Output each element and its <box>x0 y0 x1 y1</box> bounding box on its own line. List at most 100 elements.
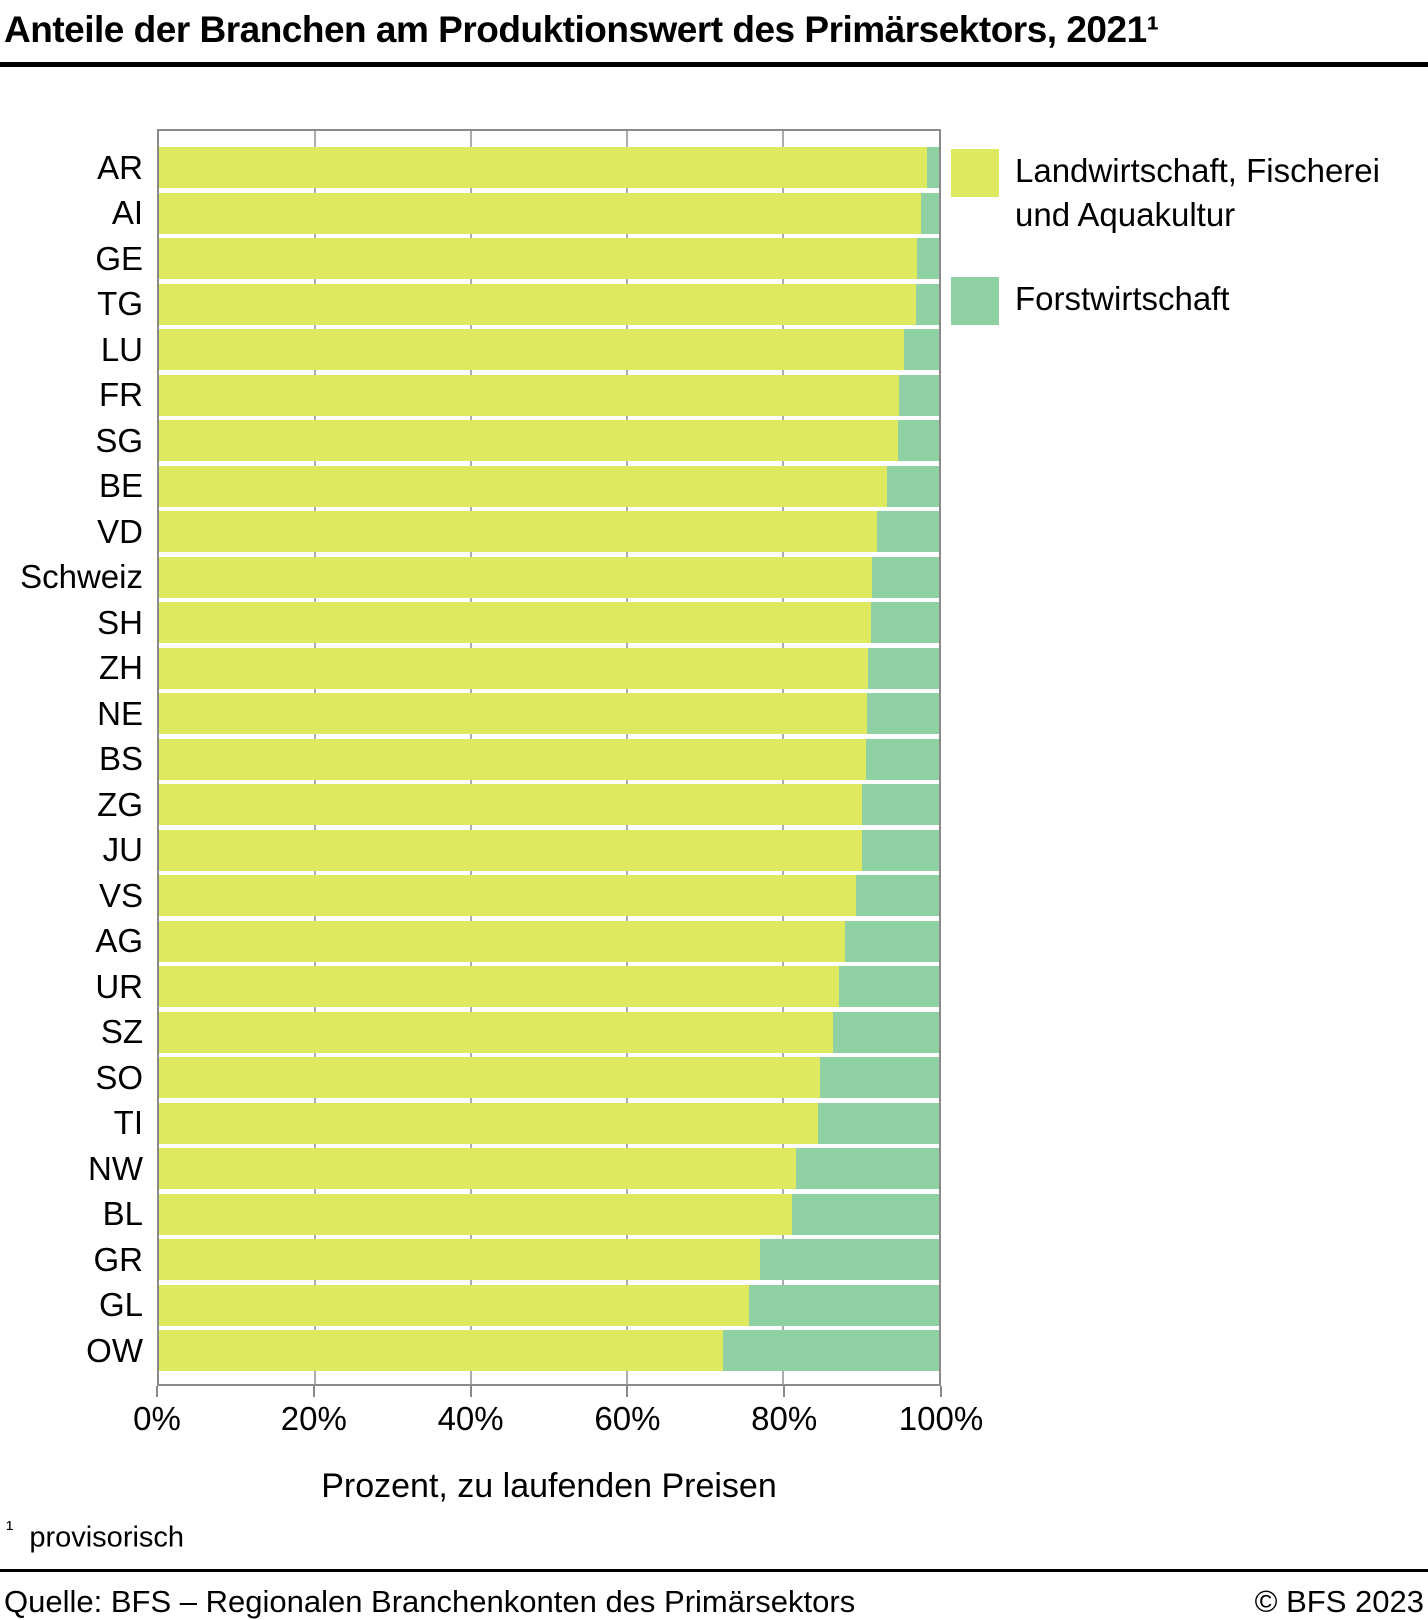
category-label: SO <box>95 1058 143 1096</box>
bar-row <box>159 1011 939 1053</box>
bar-segment-landwirtschaft <box>159 602 872 643</box>
x-tick-40 <box>469 1386 472 1397</box>
bar-segment-forstwirtschaft <box>868 647 939 689</box>
chart: AR AI GE TG LU FR SG BE VD Schweiz SH ZH NE BS ZG JU VS A… <box>0 129 1428 1386</box>
bar-segment-forstwirtschaft <box>749 1284 939 1326</box>
bars <box>159 131 939 1371</box>
bar-segment-forstwirtschaft <box>899 374 939 416</box>
legend-item-forstwirtschaft: Forstwirtschaft <box>951 277 1428 325</box>
x-tick-label-60: 60% <box>594 1400 661 1437</box>
bar-segment-forstwirtschaft <box>876 511 939 552</box>
bar-segment-forstwirtschaft <box>861 784 939 825</box>
bar-segment-landwirtschaft <box>159 693 868 734</box>
bar-row <box>159 1102 939 1144</box>
bar-segment-forstwirtschaft <box>791 1193 939 1235</box>
bar-row <box>159 238 939 279</box>
bar-segment-forstwirtschaft <box>865 738 939 780</box>
bar-segment-landwirtschaft <box>159 283 916 325</box>
bar-row <box>159 1057 939 1098</box>
bar-row <box>159 966 939 1007</box>
bar-segment-landwirtschaft <box>159 1330 723 1371</box>
bar-segment-landwirtschaft <box>159 1148 797 1189</box>
x-tick-label-0: 0% <box>133 1400 181 1437</box>
x-tick-20 <box>312 1386 315 1397</box>
bar-row <box>159 420 939 461</box>
bar-row <box>159 1239 939 1280</box>
bar-segment-landwirtschaft <box>159 1011 833 1053</box>
bar-row <box>159 1148 939 1189</box>
bar-row <box>159 829 939 871</box>
bar-segment-forstwirtschaft <box>871 556 939 598</box>
bar-segment-forstwirtschaft <box>722 1330 939 1371</box>
category-label: VD <box>97 512 143 550</box>
bar-segment-landwirtschaft <box>159 1239 760 1280</box>
bar-segment-landwirtschaft <box>159 920 845 962</box>
bar-segment-landwirtschaft <box>159 192 922 234</box>
bar-segment-forstwirtschaft <box>915 283 939 325</box>
category-label: GL <box>98 1286 143 1323</box>
bar-segment-forstwirtschaft <box>921 192 939 234</box>
category-label: NE <box>97 694 143 732</box>
bar-row <box>159 147 939 188</box>
legend-label-landwirtschaft: Landwirtschaft, Fischerei und Aquakultur <box>1015 152 1380 233</box>
bar-segment-landwirtschaft <box>159 465 887 507</box>
legend-swatch-landwirtschaft <box>951 149 999 197</box>
title-rule <box>0 62 1428 67</box>
bar-segment-forstwirtschaft <box>839 966 939 1007</box>
bar-segment-forstwirtschaft <box>871 602 939 643</box>
footer-rule <box>0 1568 1428 1572</box>
bar-row <box>159 1284 939 1326</box>
bar-segment-landwirtschaft <box>159 511 877 552</box>
category-label: LU <box>100 330 143 368</box>
bar-segment-landwirtschaft <box>159 966 840 1007</box>
source-text: Quelle: BFS – Regionalen Branchenkonten … <box>4 1583 856 1619</box>
category-label: VS <box>98 876 143 914</box>
bar-row <box>159 875 939 916</box>
bar-segment-forstwirtschaft <box>844 920 939 962</box>
category-label: SH <box>97 603 143 641</box>
copyright-text: © BFS 2023 <box>1254 1583 1424 1619</box>
category-label: JU <box>102 831 143 868</box>
bar-row <box>159 647 939 689</box>
category-label: SG <box>95 421 143 459</box>
bar-segment-landwirtschaft <box>159 374 900 416</box>
bar-row <box>159 329 939 370</box>
legend-label-forstwirtschaft: Forstwirtschaft <box>1015 280 1230 317</box>
category-label: NW <box>88 1149 143 1187</box>
bar-row <box>159 192 939 234</box>
bar-segment-forstwirtschaft <box>926 147 939 188</box>
footer: Quelle: BFS – Regionalen Branchenkonten … <box>0 1572 1428 1620</box>
bar-segment-forstwirtschaft <box>861 829 939 871</box>
bar-segment-forstwirtschaft <box>886 465 939 507</box>
bar-row <box>159 1193 939 1235</box>
bar-segment-landwirtschaft <box>159 1284 750 1326</box>
bar-segment-forstwirtschaft <box>917 238 939 279</box>
category-label: GR <box>93 1240 144 1278</box>
category-label: OW <box>86 1331 143 1369</box>
category-label: UR <box>95 967 143 1005</box>
bar-segment-landwirtschaft <box>159 829 862 871</box>
bar-row <box>159 1330 939 1371</box>
bar-segment-landwirtschaft <box>159 1057 820 1098</box>
x-tick-label-20: 20% <box>280 1400 347 1437</box>
bar-segment-forstwirtschaft <box>818 1102 939 1144</box>
bar-segment-landwirtschaft <box>159 329 904 370</box>
x-tick-label-100: 100% <box>898 1400 984 1437</box>
bar-row <box>159 465 939 507</box>
x-tick-60 <box>626 1386 629 1397</box>
bar-segment-forstwirtschaft <box>898 420 939 461</box>
bar-segment-landwirtschaft <box>159 1193 792 1235</box>
bar-row <box>159 602 939 643</box>
category-label: BE <box>98 467 143 504</box>
bar-segment-landwirtschaft <box>159 647 869 689</box>
footnote-marker: ¹ <box>6 1516 14 1541</box>
x-axis-labels: 0% 20% 40% 60% 80% 100% <box>133 1400 983 1442</box>
category-label: TG <box>97 285 143 322</box>
legend-item-landwirtschaft: Landwirtschaft, Fischerei und Aquakultur <box>951 149 1428 237</box>
page-title: Anteile der Branchen am Produktionswert … <box>4 9 1159 50</box>
category-label: ZG <box>97 785 143 823</box>
bar-segment-landwirtschaft <box>159 556 872 598</box>
bar-segment-landwirtschaft <box>159 147 927 188</box>
bar-segment-landwirtschaft <box>159 784 862 825</box>
category-label: TI <box>113 1104 143 1141</box>
